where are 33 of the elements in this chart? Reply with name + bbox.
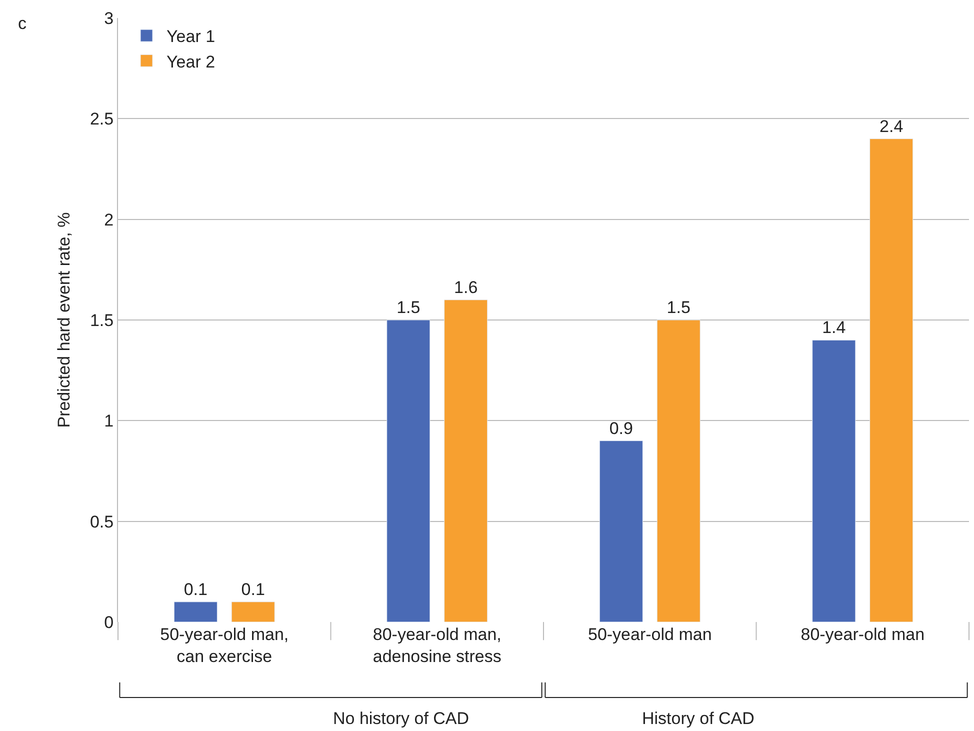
data-label: 0.9 bbox=[609, 418, 633, 438]
x-tick-label: 50-year-old man, can exercise bbox=[160, 625, 289, 666]
text: No history of CAD bbox=[333, 709, 470, 728]
y-tick-label: 1.5 bbox=[90, 310, 114, 330]
y-tick-label: 1 bbox=[104, 412, 114, 431]
text: c bbox=[18, 14, 27, 33]
y-tick-label: 3 bbox=[104, 8, 114, 28]
data-label: 1.4 bbox=[822, 318, 846, 338]
y-tick-label: 0 bbox=[104, 612, 114, 632]
bar bbox=[444, 300, 488, 622]
legend-label: Year 1 bbox=[166, 27, 216, 46]
data-label: 1.5 bbox=[396, 298, 420, 317]
data-label: 1.6 bbox=[454, 278, 478, 297]
text: History of CAD bbox=[642, 709, 754, 728]
y-tick-label: 2.5 bbox=[90, 110, 114, 129]
data-label: 2.4 bbox=[880, 116, 904, 136]
x-tick-label: 80-year-old man, adenosine stress bbox=[372, 625, 502, 666]
bar bbox=[812, 340, 856, 622]
x-tick-label: 80-year-old man bbox=[800, 625, 925, 644]
bar bbox=[174, 602, 218, 622]
y-axis-title: Predicted hard event rate, % bbox=[54, 212, 74, 428]
data-label: 0.1 bbox=[184, 580, 208, 599]
data-label: 0.1 bbox=[241, 580, 265, 599]
bar bbox=[599, 440, 643, 622]
bar bbox=[656, 320, 700, 622]
bar bbox=[386, 320, 430, 622]
data-label: 1.5 bbox=[666, 298, 690, 317]
y-tick-label: 0.5 bbox=[90, 512, 114, 532]
bar bbox=[870, 138, 914, 622]
bar bbox=[231, 602, 275, 622]
x-tick-label: 50-year-old man bbox=[588, 625, 712, 644]
y-tick-label: 2 bbox=[104, 210, 114, 230]
legend-label: Year 2 bbox=[166, 52, 216, 72]
